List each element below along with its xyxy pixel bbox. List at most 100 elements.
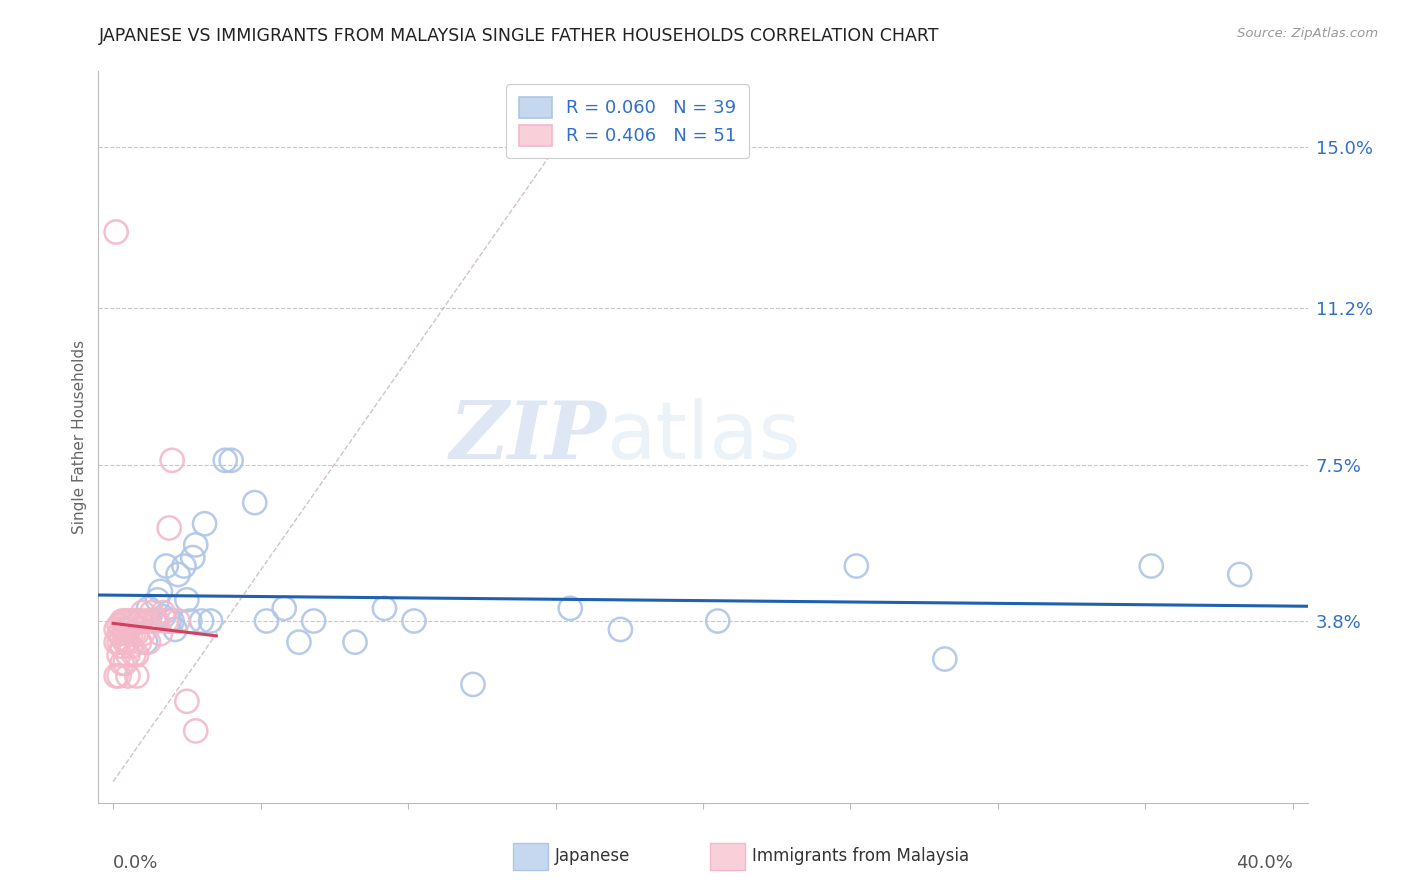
Point xyxy=(155,614,177,628)
Point xyxy=(190,614,212,628)
Point xyxy=(114,657,136,671)
Point xyxy=(122,648,145,662)
Y-axis label: Single Father Households: Single Father Households xyxy=(72,340,87,534)
Point xyxy=(1140,559,1163,574)
Point xyxy=(288,635,311,649)
Point xyxy=(128,614,150,628)
Point xyxy=(111,623,134,637)
Point xyxy=(194,516,217,531)
Point xyxy=(128,635,150,649)
Point xyxy=(219,453,242,467)
Point xyxy=(105,225,128,239)
Point xyxy=(125,648,148,662)
Point xyxy=(152,606,174,620)
Point xyxy=(117,669,139,683)
Point xyxy=(184,723,207,738)
Point xyxy=(181,550,204,565)
Point xyxy=(146,614,169,628)
Text: 40.0%: 40.0% xyxy=(1236,854,1294,871)
Point xyxy=(152,609,174,624)
Point xyxy=(149,584,172,599)
Point xyxy=(157,521,180,535)
Point xyxy=(179,614,201,628)
Point xyxy=(176,592,198,607)
Point xyxy=(120,614,142,628)
Point xyxy=(111,640,134,654)
Point xyxy=(302,614,325,628)
Point xyxy=(165,623,187,637)
Point xyxy=(111,631,134,645)
Point xyxy=(402,614,425,628)
Point xyxy=(167,567,190,582)
Point xyxy=(128,614,150,628)
Point xyxy=(120,626,142,640)
Point xyxy=(214,453,236,467)
Point xyxy=(143,614,166,628)
Point xyxy=(120,640,142,654)
Point xyxy=(125,626,148,640)
Point xyxy=(273,601,295,615)
Point xyxy=(461,677,484,691)
Point xyxy=(560,601,582,615)
Point xyxy=(105,623,128,637)
Point xyxy=(125,669,148,683)
Point xyxy=(117,614,139,628)
Text: Immigrants from Malaysia: Immigrants from Malaysia xyxy=(752,847,969,865)
Point xyxy=(105,635,128,649)
Point xyxy=(114,614,136,628)
Point xyxy=(131,626,153,640)
Point xyxy=(146,592,169,607)
Point xyxy=(111,657,134,671)
Point xyxy=(343,635,366,649)
Text: ZIP: ZIP xyxy=(450,399,606,475)
Point xyxy=(706,614,728,628)
Point xyxy=(609,623,631,637)
Point xyxy=(138,601,160,615)
Point xyxy=(131,606,153,620)
Point xyxy=(373,601,395,615)
Point xyxy=(155,559,177,574)
Point xyxy=(845,559,868,574)
Point xyxy=(117,635,139,649)
Point xyxy=(141,606,163,620)
Text: JAPANESE VS IMMIGRANTS FROM MALAYSIA SINGLE FATHER HOUSEHOLDS CORRELATION CHART: JAPANESE VS IMMIGRANTS FROM MALAYSIA SIN… xyxy=(98,27,939,45)
Point xyxy=(108,648,131,662)
Point xyxy=(138,635,160,649)
Point xyxy=(173,559,195,574)
Point xyxy=(157,614,180,628)
Point xyxy=(117,623,139,637)
Point xyxy=(108,626,131,640)
Point xyxy=(122,626,145,640)
Text: Source: ZipAtlas.com: Source: ZipAtlas.com xyxy=(1237,27,1378,40)
Point xyxy=(114,623,136,637)
Point xyxy=(160,614,183,628)
Point xyxy=(256,614,278,628)
Point xyxy=(108,618,131,632)
Point xyxy=(143,614,166,628)
Point xyxy=(184,538,207,552)
Point xyxy=(176,694,198,708)
Text: Japanese: Japanese xyxy=(555,847,631,865)
Point xyxy=(114,623,136,637)
Point xyxy=(138,614,160,628)
Point xyxy=(160,453,183,467)
Point xyxy=(108,635,131,649)
Point xyxy=(114,635,136,649)
Point xyxy=(105,669,128,683)
Point xyxy=(243,495,266,509)
Point xyxy=(135,614,157,628)
Point xyxy=(108,669,131,683)
Point xyxy=(125,614,148,628)
Point xyxy=(934,652,956,666)
Point xyxy=(1229,567,1251,582)
Point xyxy=(117,648,139,662)
Point xyxy=(111,614,134,628)
Legend: R = 0.060   N = 39, R = 0.406   N = 51: R = 0.060 N = 39, R = 0.406 N = 51 xyxy=(506,84,749,158)
Text: atlas: atlas xyxy=(606,398,800,476)
Text: 0.0%: 0.0% xyxy=(112,854,159,871)
Point xyxy=(167,614,190,628)
Point xyxy=(200,614,222,628)
Point xyxy=(149,626,172,640)
Point xyxy=(122,614,145,628)
Point xyxy=(135,635,157,649)
